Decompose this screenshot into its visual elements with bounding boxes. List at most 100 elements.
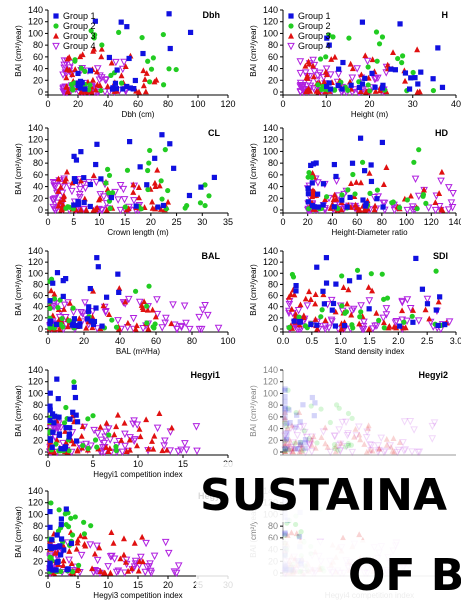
point-marker bbox=[328, 318, 336, 326]
point-marker bbox=[47, 305, 53, 311]
point-marker bbox=[170, 568, 179, 576]
y-tick-label: 60 bbox=[33, 412, 43, 422]
y-axis-label: BAI (cm²/year) bbox=[249, 385, 258, 437]
point-marker bbox=[374, 196, 380, 202]
point-marker bbox=[406, 418, 415, 426]
x-tick-label: 10 bbox=[133, 459, 143, 469]
point-marker bbox=[305, 440, 314, 448]
y-tick-label: 20 bbox=[33, 75, 43, 85]
x-tick-label: 15 bbox=[178, 459, 188, 469]
point-marker bbox=[90, 45, 97, 52]
series-group-3 bbox=[282, 409, 403, 455]
point-marker bbox=[330, 300, 337, 307]
point-marker bbox=[139, 325, 147, 333]
y-tick-label: 40 bbox=[268, 424, 278, 434]
point-marker bbox=[185, 325, 194, 334]
point-marker bbox=[308, 403, 314, 409]
point-marker bbox=[333, 195, 340, 202]
point-marker bbox=[306, 82, 315, 91]
point-marker bbox=[97, 423, 104, 430]
point-marker bbox=[85, 445, 91, 452]
point-marker bbox=[298, 529, 304, 535]
x-tick-label: 20 bbox=[73, 99, 83, 109]
point-marker bbox=[75, 70, 81, 77]
point-marker bbox=[285, 309, 293, 318]
point-marker bbox=[282, 386, 288, 392]
point-marker bbox=[122, 204, 128, 210]
point-marker bbox=[146, 160, 152, 166]
point-marker bbox=[297, 319, 303, 325]
point-marker bbox=[111, 431, 118, 438]
point-marker bbox=[383, 435, 390, 442]
point-marker bbox=[402, 70, 409, 76]
point-marker bbox=[285, 387, 291, 393]
point-marker bbox=[436, 190, 443, 196]
point-marker bbox=[106, 311, 113, 318]
x-tick-label: 0 bbox=[45, 336, 50, 346]
y-tick-label: 100 bbox=[28, 28, 43, 38]
point-marker bbox=[116, 29, 122, 35]
y-tick-label: 80 bbox=[33, 521, 43, 531]
point-marker bbox=[306, 60, 313, 67]
y-tick-label: 0 bbox=[273, 205, 278, 215]
point-marker bbox=[76, 315, 83, 322]
point-marker bbox=[363, 448, 370, 455]
point-marker bbox=[66, 204, 72, 210]
point-marker bbox=[379, 139, 385, 146]
point-marker bbox=[74, 446, 81, 453]
point-marker bbox=[59, 71, 67, 79]
point-marker bbox=[60, 64, 68, 73]
point-marker bbox=[106, 172, 113, 179]
point-marker bbox=[327, 296, 336, 305]
point-marker bbox=[362, 168, 368, 174]
point-marker bbox=[348, 307, 356, 315]
point-marker bbox=[380, 204, 386, 210]
point-marker bbox=[342, 444, 349, 450]
point-marker bbox=[86, 304, 92, 310]
point-marker bbox=[131, 557, 140, 566]
point-marker bbox=[372, 88, 379, 94]
point-marker bbox=[135, 298, 144, 307]
point-marker bbox=[336, 440, 345, 449]
series-group-1 bbox=[291, 255, 448, 329]
point-marker bbox=[327, 86, 334, 92]
point-marker bbox=[291, 445, 298, 452]
point-marker bbox=[284, 532, 291, 538]
x-tick-label: 20 bbox=[364, 99, 374, 109]
point-marker bbox=[379, 34, 386, 40]
point-marker bbox=[151, 78, 158, 85]
point-marker bbox=[362, 52, 369, 59]
point-marker bbox=[321, 325, 330, 334]
series-group-4 bbox=[281, 418, 439, 457]
point-marker bbox=[141, 298, 148, 305]
point-marker bbox=[350, 171, 356, 178]
point-marker bbox=[51, 182, 60, 191]
point-marker bbox=[91, 318, 98, 325]
point-marker bbox=[340, 59, 346, 66]
point-marker bbox=[89, 565, 96, 572]
point-marker bbox=[135, 567, 142, 574]
point-marker bbox=[333, 173, 339, 180]
point-marker bbox=[131, 539, 138, 546]
point-marker bbox=[120, 551, 127, 558]
point-marker bbox=[419, 286, 426, 292]
point-marker bbox=[384, 61, 391, 68]
point-marker bbox=[306, 170, 312, 176]
point-marker bbox=[152, 183, 159, 190]
point-marker bbox=[318, 434, 325, 440]
point-marker bbox=[281, 446, 289, 454]
point-marker bbox=[292, 521, 299, 528]
point-marker bbox=[356, 531, 363, 538]
point-marker bbox=[292, 438, 299, 445]
point-marker bbox=[331, 441, 338, 448]
legend-label: Group 3 bbox=[63, 31, 96, 41]
y-tick-label: 20 bbox=[33, 193, 43, 203]
point-marker bbox=[56, 431, 63, 437]
point-marker bbox=[349, 65, 356, 72]
x-axis-label: Crown length (m) bbox=[107, 228, 169, 237]
point-marker bbox=[108, 59, 115, 66]
point-marker bbox=[377, 434, 386, 442]
